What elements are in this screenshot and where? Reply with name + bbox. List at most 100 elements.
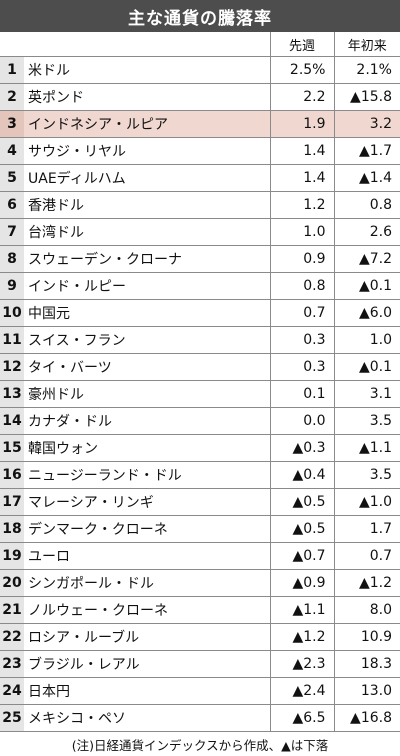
ytd-change-cell: ▲16.8: [333, 704, 400, 732]
rank-cell: 23: [0, 650, 24, 678]
currency-name-cell: インド・ルピー: [24, 272, 270, 300]
table-row: 8 スウェーデン・クローナ 0.9 ▲7.2: [0, 245, 400, 273]
week-change-cell: ▲0.5: [269, 488, 334, 516]
currency-name-cell: シンガポール・ドル: [24, 569, 270, 597]
table-row: 10 中国元 0.7 ▲6.0: [0, 299, 400, 327]
ytd-change-cell: 3.2: [333, 110, 400, 138]
week-change-cell: 1.0: [269, 218, 334, 246]
week-change-cell: 2.2: [269, 83, 334, 111]
table-row: 7 台湾ドル 1.0 2.6: [0, 218, 400, 246]
week-change-cell: ▲0.5: [269, 515, 334, 543]
rank-cell: 8: [0, 245, 24, 273]
currency-name-cell: UAEディルハム: [24, 164, 270, 192]
table-row: 18 デンマーク・クローネ ▲0.5 1.7: [0, 515, 400, 543]
rank-cell: 19: [0, 542, 24, 570]
rank-cell: 6: [0, 191, 24, 219]
currency-name-cell: 韓国ウォン: [24, 434, 270, 462]
ytd-change-cell: ▲1.0: [333, 488, 400, 516]
week-change-cell: ▲0.9: [269, 569, 334, 597]
table-row: 2 英ポンド 2.2 ▲15.8: [0, 83, 400, 111]
week-change-cell: 0.3: [269, 353, 334, 381]
table-row: 11 スイス・フラン 0.3 1.0: [0, 326, 400, 354]
currency-name-cell: スイス・フラン: [24, 326, 270, 354]
rank-cell: 16: [0, 461, 24, 489]
week-change-cell: ▲1.1: [269, 596, 334, 624]
ytd-change-cell: ▲1.2: [333, 569, 400, 597]
table-row: 20 シンガポール・ドル ▲0.9 ▲1.2: [0, 569, 400, 597]
currency-name-cell: 香港ドル: [24, 191, 270, 219]
rank-cell: 18: [0, 515, 24, 543]
ytd-change-cell: ▲7.2: [333, 245, 400, 273]
week-change-cell: 0.0: [269, 407, 334, 435]
week-change-cell: ▲0.3: [269, 434, 334, 462]
week-change-cell: 0.1: [269, 380, 334, 408]
rank-cell: 13: [0, 380, 24, 408]
table-row: 4 サウジ・リヤル 1.4 ▲1.7: [0, 137, 400, 165]
table-row: 15 韓国ウォン ▲0.3 ▲1.1: [0, 434, 400, 462]
currency-name-cell: メキシコ・ペソ: [24, 704, 270, 732]
currency-name-cell: 台湾ドル: [24, 218, 270, 246]
rank-cell: 21: [0, 596, 24, 624]
week-change-cell: 1.2: [269, 191, 334, 219]
week-change-cell: 0.3: [269, 326, 334, 354]
week-change-cell: ▲1.2: [269, 623, 334, 651]
ytd-change-cell: 18.3: [333, 650, 400, 678]
currency-name-cell: スウェーデン・クローナ: [24, 245, 270, 273]
currency-name-cell: 英ポンド: [24, 83, 270, 111]
week-change-cell: 1.4: [269, 164, 334, 192]
currency-name-cell: タイ・バーツ: [24, 353, 270, 381]
header-ytd: 年初来: [333, 32, 400, 57]
ytd-change-cell: ▲1.4: [333, 164, 400, 192]
table-row: 9 インド・ルピー 0.8 ▲0.1: [0, 272, 400, 300]
table-row: 12 タイ・バーツ 0.3 ▲0.1: [0, 353, 400, 381]
currency-name-cell: デンマーク・クローネ: [24, 515, 270, 543]
ytd-change-cell: 0.7: [333, 542, 400, 570]
header-week: 先週: [269, 32, 334, 57]
currency-name-cell: 豪州ドル: [24, 380, 270, 408]
header-name: [24, 32, 270, 57]
table-row: 21 ノルウェー・クローネ ▲1.1 8.0: [0, 596, 400, 624]
footnote: (注)日経通貨インデックスから作成、▲は下落: [71, 737, 329, 753]
table-row: 14 カナダ・ドル 0.0 3.5: [0, 407, 400, 435]
ytd-change-cell: 8.0: [333, 596, 400, 624]
table-row: 24 日本円 ▲2.4 13.0: [0, 677, 400, 705]
week-change-cell: 1.9: [269, 110, 334, 138]
table-row: 23 ブラジル・レアル ▲2.3 18.3: [0, 650, 400, 678]
table-header-row: 先週 年初来: [0, 32, 400, 57]
currency-name-cell: ブラジル・レアル: [24, 650, 270, 678]
table-row: 5 UAEディルハム 1.4 ▲1.4: [0, 164, 400, 192]
rank-cell: 7: [0, 218, 24, 246]
rank-cell: 9: [0, 272, 24, 300]
week-change-cell: ▲6.5: [269, 704, 334, 732]
rank-cell: 1: [0, 56, 24, 84]
week-change-cell: ▲0.4: [269, 461, 334, 489]
rank-cell: 2: [0, 83, 24, 111]
header-rank: [0, 32, 24, 57]
rank-cell: 14: [0, 407, 24, 435]
currency-name-cell: サウジ・リヤル: [24, 137, 270, 165]
ytd-change-cell: 2.1%: [333, 56, 400, 84]
rank-cell: 20: [0, 569, 24, 597]
currency-name-cell: マレーシア・リンギ: [24, 488, 270, 516]
ytd-change-cell: 0.8: [333, 191, 400, 219]
ytd-change-cell: 13.0: [333, 677, 400, 705]
week-change-cell: ▲2.3: [269, 650, 334, 678]
rank-cell: 4: [0, 137, 24, 165]
week-change-cell: 0.9: [269, 245, 334, 273]
table-row: 17 マレーシア・リンギ ▲0.5 ▲1.0: [0, 488, 400, 516]
week-change-cell: ▲0.7: [269, 542, 334, 570]
ytd-change-cell: ▲1.1: [333, 434, 400, 462]
week-change-cell: 1.4: [269, 137, 334, 165]
rank-cell: 5: [0, 164, 24, 192]
table-row: 13 豪州ドル 0.1 3.1: [0, 380, 400, 408]
week-change-cell: ▲2.4: [269, 677, 334, 705]
currency-name-cell: 中国元: [24, 299, 270, 327]
currency-name-cell: ロシア・ルーブル: [24, 623, 270, 651]
ytd-change-cell: 1.7: [333, 515, 400, 543]
rank-cell: 22: [0, 623, 24, 651]
ytd-change-cell: 3.1: [333, 380, 400, 408]
ytd-change-cell: ▲0.1: [333, 272, 400, 300]
currency-name-cell: 日本円: [24, 677, 270, 705]
rank-cell: 24: [0, 677, 24, 705]
ytd-change-cell: 2.6: [333, 218, 400, 246]
